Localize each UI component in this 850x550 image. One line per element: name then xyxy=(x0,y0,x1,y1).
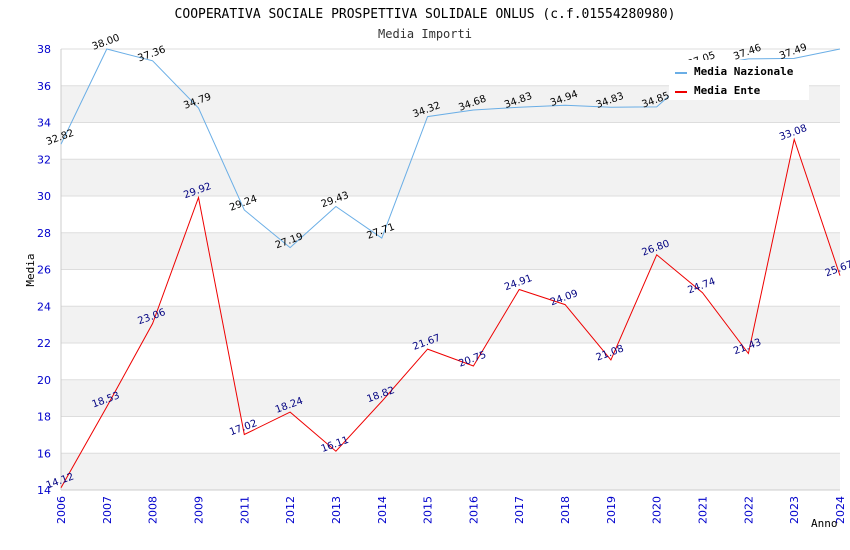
data-label: 16.11 xyxy=(320,435,351,455)
legend: Media Nazionale Media Ente xyxy=(669,60,809,100)
y-tick-label: 18 xyxy=(37,411,51,424)
x-tick-label: 2018 xyxy=(559,496,572,524)
grid-band xyxy=(61,453,840,490)
data-label: 24.09 xyxy=(549,288,580,308)
x-tick-label: 2021 xyxy=(697,496,710,524)
y-tick-label: 32 xyxy=(37,153,51,166)
x-tick-label: 2022 xyxy=(742,496,755,524)
grid-band xyxy=(61,306,840,343)
grid-bands xyxy=(61,85,840,490)
data-label: 37.36 xyxy=(136,44,167,64)
x-tick-label: 2016 xyxy=(467,496,480,524)
x-tick-label: 2008 xyxy=(147,496,160,524)
chart-title: COOPERATIVA SOCIALE PROSPETTIVA SOLIDALE… xyxy=(175,7,676,22)
y-tick-labels: 14 16 18 20 22 24 26 28 30 32 34 36 38 xyxy=(37,43,51,497)
x-tick-label: 2023 xyxy=(788,496,801,524)
grid-band xyxy=(61,379,840,417)
x-tick-label: 2020 xyxy=(651,496,664,524)
data-label: 24.74 xyxy=(686,276,717,296)
x-tick-label: 2012 xyxy=(284,496,297,524)
x-tick-labels: 2006 2007 2008 2009 2011 2012 2013 2014 2015 2016… xyxy=(55,496,847,524)
data-label: 29.24 xyxy=(228,194,259,214)
legend-label-nazionale: Media Nazionale xyxy=(694,65,794,78)
legend-label-ente: Media Ente xyxy=(694,84,761,97)
x-tick-label: 2006 xyxy=(55,496,68,524)
x-tick-label: 2009 xyxy=(192,496,205,524)
data-label: 20.75 xyxy=(457,350,488,370)
x-tick-label: 2013 xyxy=(330,496,343,524)
x-tick-label: 2019 xyxy=(605,496,618,524)
x-tick-label: 2017 xyxy=(513,496,526,524)
y-axis-title: Media xyxy=(24,253,37,286)
y-tick-label: 16 xyxy=(37,447,51,460)
data-label: 32.82 xyxy=(45,128,76,148)
y-tick-label: 24 xyxy=(37,300,51,313)
grid-band xyxy=(61,232,840,270)
grid-band xyxy=(61,159,840,196)
x-tick-label: 2014 xyxy=(376,496,389,524)
data-label: 33.08 xyxy=(778,123,809,143)
x-tick-label: 2015 xyxy=(422,496,435,524)
series-line-ente xyxy=(60,137,841,489)
legend-box xyxy=(669,60,809,100)
axes xyxy=(60,49,840,491)
y-tick-label: 20 xyxy=(37,374,51,387)
x-axis-title: Anno xyxy=(811,517,838,530)
y-tick-label: 34 xyxy=(37,117,51,130)
data-label: 17.02 xyxy=(228,418,259,438)
x-tick-label: 2007 xyxy=(101,496,114,524)
grid-lines xyxy=(61,48,840,491)
y-tick-label: 14 xyxy=(37,484,51,497)
y-tick-label: 26 xyxy=(37,264,51,277)
x-tick-label: 2011 xyxy=(238,496,251,524)
y-tick-label: 30 xyxy=(37,190,51,203)
x-tick-label: 2024 xyxy=(834,496,847,524)
y-tick-label: 22 xyxy=(37,337,51,350)
data-label: 37.46 xyxy=(732,43,763,63)
y-tick-label: 38 xyxy=(37,43,51,56)
y-tick-label: 36 xyxy=(37,80,51,93)
y-tick-label: 28 xyxy=(37,227,51,240)
data-label: 37.49 xyxy=(778,42,809,62)
chart-subtitle: Media Importi xyxy=(378,27,472,41)
